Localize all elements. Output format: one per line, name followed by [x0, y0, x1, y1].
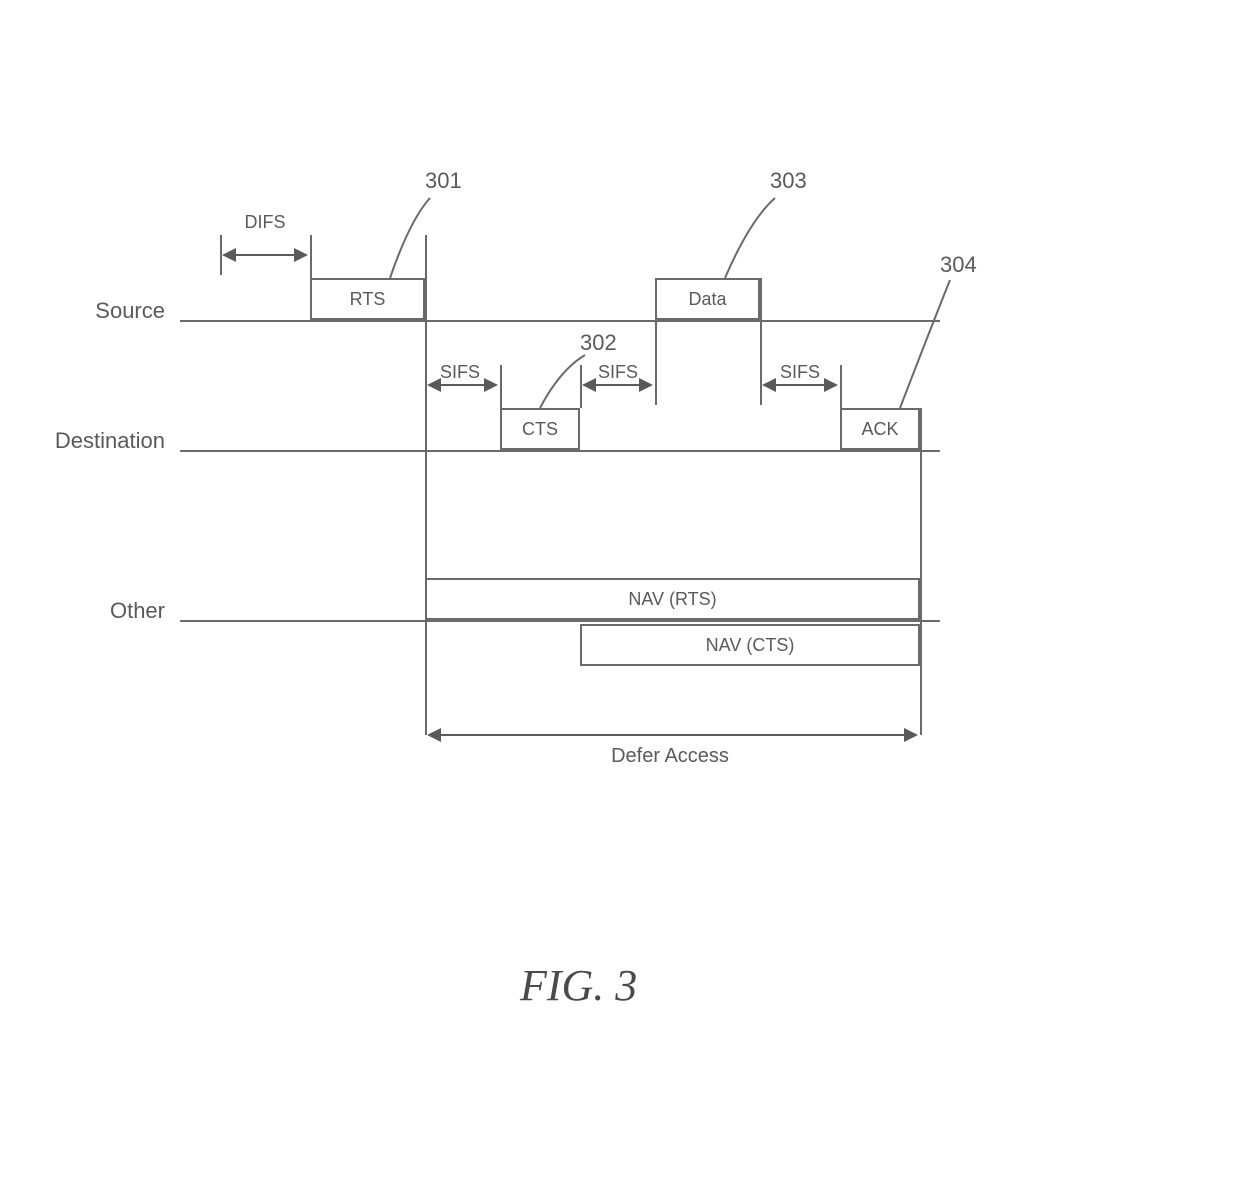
gap-sifs2-label: SIFS — [588, 362, 648, 383]
gap-sifs1-label: SIFS — [430, 362, 490, 383]
gap-sifs3-label: SIFS — [770, 362, 830, 383]
callout-304: 304 — [940, 252, 977, 278]
timing-diagram: Source Destination Other RTS Data CTS AC… — [180, 120, 940, 840]
callout-302: 302 — [580, 330, 617, 356]
lane-label-other: Other — [75, 598, 165, 624]
gap-difs-label: DIFS — [230, 212, 300, 233]
figure-caption: FIG. 3 — [520, 960, 637, 1011]
defer-access-label: Defer Access — [580, 745, 760, 768]
callout-303: 303 — [770, 168, 807, 194]
callout-301: 301 — [425, 168, 462, 194]
lane-label-source: Source — [55, 298, 165, 324]
lane-label-destination: Destination — [15, 428, 165, 454]
